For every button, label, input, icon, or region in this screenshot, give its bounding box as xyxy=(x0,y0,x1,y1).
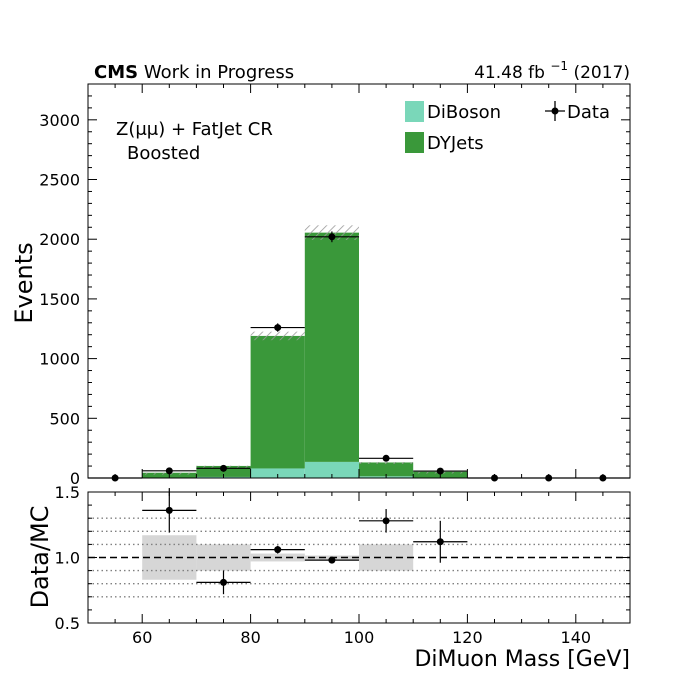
experiment-label: CMS xyxy=(94,62,138,83)
mc-uncertainty-3 xyxy=(250,331,305,341)
ratio-axis-ticks: 0.5 1.0 1.5 60 80 100 120 140 xyxy=(55,483,630,647)
y-tick-label: 1500 xyxy=(39,290,80,309)
ratio-point-1 xyxy=(220,578,227,586)
data-point-1 xyxy=(165,467,173,475)
y-tick-label: 2500 xyxy=(39,171,80,190)
region-label: Z(μμ) + FatJet CR xyxy=(116,119,273,140)
ratio-point-3 xyxy=(328,556,336,564)
legend-label-data: Data xyxy=(567,102,610,123)
legend-label-dyjets: DYJets xyxy=(427,133,484,154)
ratio-tick-label: 1.0 xyxy=(55,549,80,568)
stack-bar-dyjets-3 xyxy=(250,335,305,469)
ratio-y-axis-label: Data/MC xyxy=(26,506,54,609)
stack-bar-dyjets-5 xyxy=(359,462,414,477)
x-tick-label: 60 xyxy=(132,628,152,647)
main-axis-ticks: 0 500 1000 1500 2000 2500 3000 xyxy=(39,84,630,488)
x-axis-label: DiMuon Mass [GeV] xyxy=(414,647,630,672)
ratio-tick-label: 1.5 xyxy=(55,483,80,502)
data-point-4 xyxy=(328,233,336,241)
x-tick-label: 120 xyxy=(452,628,483,647)
data-point-5 xyxy=(382,454,390,462)
x-tick-label: 140 xyxy=(561,628,592,647)
ratio-point-2 xyxy=(274,546,282,554)
y-tick-label: 2000 xyxy=(39,230,80,249)
legend-label-diboson: DiBoson xyxy=(427,102,501,123)
region-sublabel: Boosted xyxy=(127,143,200,164)
stack-bar-dyjets-4 xyxy=(304,232,359,462)
stack-bar-diboson-3 xyxy=(250,468,305,478)
lumi-label: 41.48 fb −1 (2017) xyxy=(474,55,630,83)
x-tick-label: 80 xyxy=(240,628,260,647)
legend: DiBoson DYJets Data xyxy=(405,101,610,154)
mc-uncertainty-5 xyxy=(359,462,414,465)
data-point-6 xyxy=(436,467,444,475)
data-point-3 xyxy=(274,324,282,332)
data-point-2 xyxy=(220,464,227,472)
status-label: Work in Progress xyxy=(144,62,294,83)
ratio-point-4 xyxy=(382,517,390,525)
ratio-point-5 xyxy=(436,538,444,546)
y-tick-label: 1000 xyxy=(39,350,80,369)
legend-data-marker xyxy=(551,107,559,115)
y-tick-label: 3000 xyxy=(39,111,80,130)
x-tick-label: 100 xyxy=(344,628,375,647)
stack-bars xyxy=(142,232,468,478)
ratio-reference-lines xyxy=(88,517,630,598)
ratio-tick-label: 0.5 xyxy=(55,614,80,633)
ratio-point-0 xyxy=(165,506,173,514)
y-axis-label: Events xyxy=(10,242,38,323)
lumi-prefix: 41.48 fb xyxy=(474,63,545,83)
legend-swatch-dyjets xyxy=(405,132,424,153)
lumi-exponent: −1 xyxy=(550,59,568,73)
stack-bar-diboson-4 xyxy=(304,461,359,478)
y-tick-label: 500 xyxy=(49,409,80,428)
legend-swatch-diboson xyxy=(405,101,424,122)
header: CMS Work in Progress xyxy=(94,62,294,83)
lumi-suffix: (2017) xyxy=(573,63,630,83)
y-tick-label: 0 xyxy=(70,469,80,488)
